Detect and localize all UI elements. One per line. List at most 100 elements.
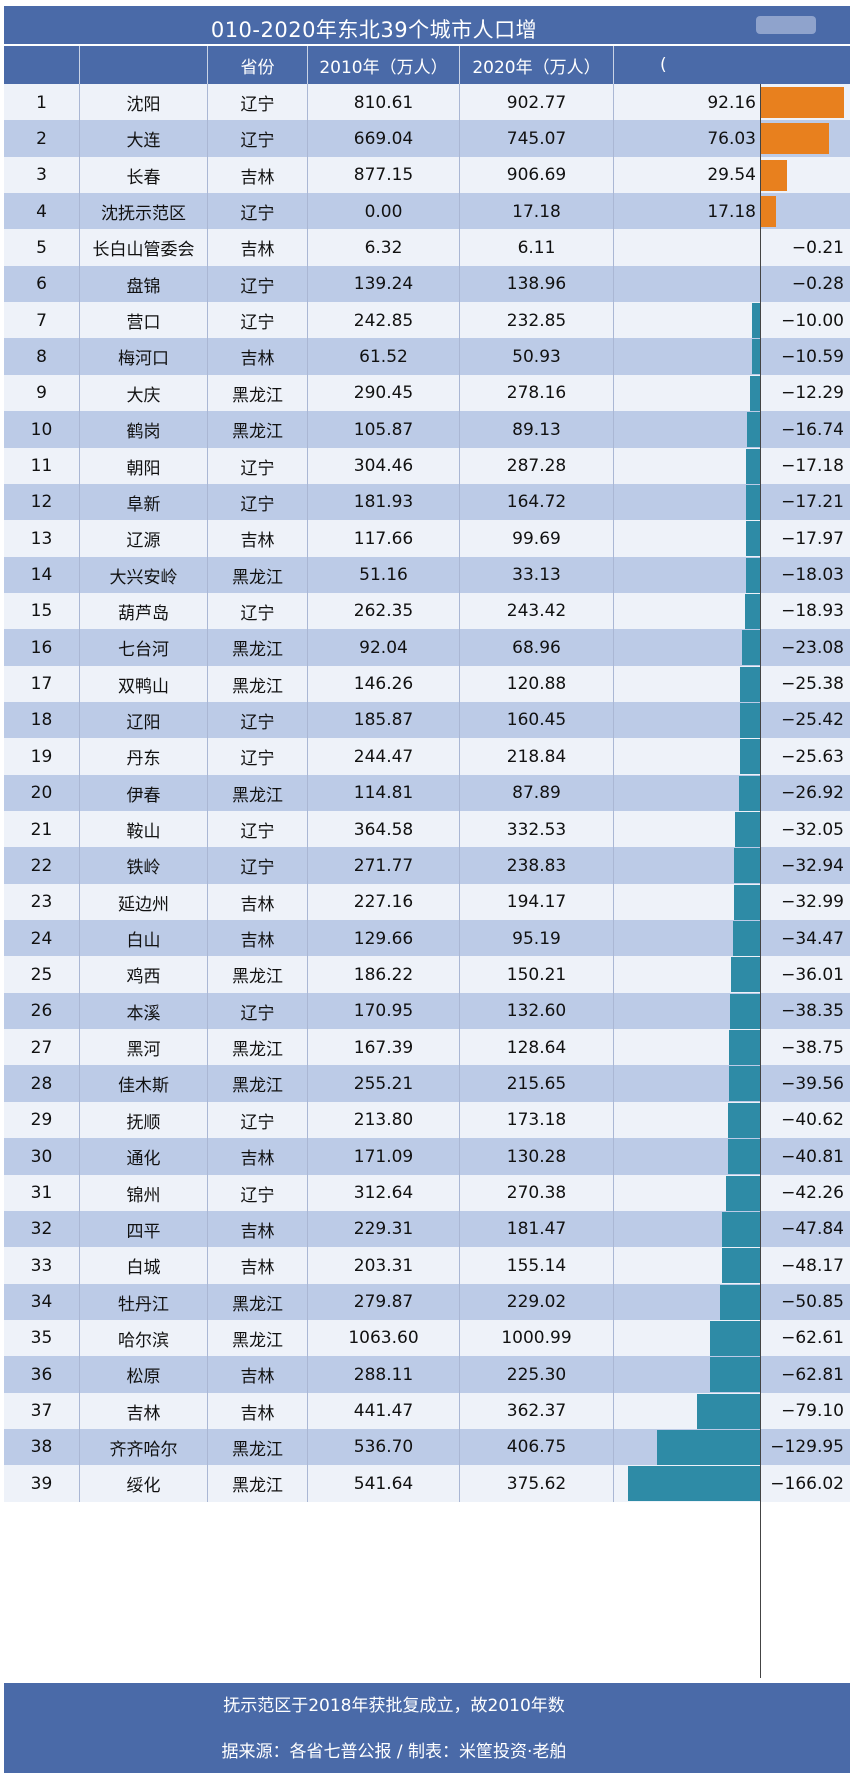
- city-cell: 大连: [80, 120, 208, 158]
- province-cell: 黑龙江: [208, 1428, 308, 1466]
- rank-cell: 24: [4, 920, 80, 958]
- pop2010-cell: 227.16: [308, 883, 460, 921]
- city-cell: 辽源: [80, 520, 208, 558]
- province-cell: 黑龙江: [208, 1319, 308, 1357]
- rank-cell: 8: [4, 338, 80, 376]
- header-province: 省份: [208, 46, 308, 84]
- pop2020-cell: 906.69: [460, 156, 614, 194]
- positive-change-bar: [760, 159, 787, 191]
- pop2010-cell: 242.85: [308, 302, 460, 340]
- province-cell: 吉林: [208, 156, 308, 194]
- city-cell: 四平: [80, 1210, 208, 1248]
- rank-cell: 11: [4, 447, 80, 485]
- change-cell: 29.54: [614, 157, 850, 194]
- data-source: 据来源：各省七普公报 / 制表：米筐投资·老舶: [221, 1742, 567, 1762]
- pop2010-cell: 810.61: [308, 84, 460, 121]
- table-row: 16 七台河 黑龙江 92.04 68.96 −23.08: [4, 629, 850, 667]
- negative-change-bar: [733, 848, 760, 884]
- rank-cell: 37: [4, 1392, 80, 1430]
- pop2010-cell: 117.66: [308, 520, 460, 558]
- table-row: 6 盘锦 辽宁 139.24 138.96 −0.28: [4, 265, 850, 303]
- change-cell: −10.59: [614, 338, 850, 375]
- table-row: 39 绥化 黑龙江 541.64 375.62 −166.02: [4, 1465, 850, 1503]
- city-cell: 双鸭山: [80, 665, 208, 703]
- province-cell: 黑龙江: [208, 629, 308, 667]
- title-bar: 010-2020年东北39个城市人口增: [4, 6, 850, 44]
- province-cell: 吉林: [208, 229, 308, 267]
- change-value-label: −0.21: [791, 237, 844, 258]
- table-row: 23 延边州 吉林 227.16 194.17 −32.99: [4, 883, 850, 921]
- pop2010-cell: 244.47: [308, 738, 460, 776]
- city-cell: 松原: [80, 1356, 208, 1394]
- province-cell: 吉林: [208, 883, 308, 921]
- city-cell: 通化: [80, 1138, 208, 1176]
- city-cell: 铁岭: [80, 847, 208, 885]
- table-row: 9 大庆 黑龙江 290.45 278.16 −12.29: [4, 374, 850, 412]
- pop2010-cell: 146.26: [308, 665, 460, 703]
- city-cell: 齐齐哈尔: [80, 1428, 208, 1466]
- pop2010-cell: 441.47: [308, 1392, 460, 1430]
- city-cell: 鞍山: [80, 811, 208, 848]
- pop2010-cell: 181.93: [308, 483, 460, 521]
- pop2020-cell: 218.84: [460, 738, 614, 776]
- pop2020-cell: 362.37: [460, 1392, 614, 1430]
- pop2020-cell: 215.65: [460, 1065, 614, 1103]
- province-cell: 辽宁: [208, 84, 308, 121]
- city-cell: 阜新: [80, 483, 208, 521]
- table-row: 28 佳木斯 黑龙江 255.21 215.65 −39.56: [4, 1065, 850, 1103]
- pop2020-cell: 1000.99: [460, 1319, 614, 1357]
- change-value-label: −166.02: [770, 1473, 844, 1494]
- change-value-label: −18.93: [781, 601, 844, 622]
- change-value-label: −17.18: [781, 456, 844, 476]
- rank-cell: 10: [4, 411, 80, 449]
- province-cell: 黑龙江: [208, 411, 308, 449]
- change-value-label: −38.35: [781, 1001, 844, 1022]
- province-cell: 吉林: [208, 520, 308, 558]
- province-cell: 辽宁: [208, 120, 308, 158]
- change-value-label: −18.03: [781, 565, 844, 586]
- city-cell: 绥化: [80, 1465, 208, 1503]
- negative-change-bar: [731, 957, 760, 993]
- change-value-label: −26.92: [781, 783, 844, 804]
- positive-change-bar: [760, 196, 776, 228]
- change-cell: −18.93: [614, 593, 850, 630]
- pop2010-cell: 92.04: [308, 629, 460, 667]
- pop2010-cell: 105.87: [308, 411, 460, 449]
- change-cell: 92.16: [614, 84, 850, 121]
- table-row: 8 梅河口 吉林 61.52 50.93 −10.59: [4, 338, 850, 376]
- rank-cell: 3: [4, 156, 80, 194]
- city-cell: 鸡西: [80, 956, 208, 994]
- change-cell: −62.61: [614, 1320, 850, 1357]
- city-cell: 朝阳: [80, 447, 208, 485]
- negative-change-bar: [739, 739, 760, 775]
- rank-cell: 28: [4, 1065, 80, 1103]
- negative-change-bar: [728, 1066, 760, 1102]
- table-row: 12 阜新 辽宁 181.93 164.72 −17.21: [4, 483, 850, 521]
- city-cell: 本溪: [80, 992, 208, 1030]
- pop2010-cell: 185.87: [308, 701, 460, 739]
- header-city: [80, 46, 208, 84]
- rank-cell: 29: [4, 1101, 80, 1139]
- city-cell: 伊春: [80, 774, 208, 812]
- pop2010-cell: 271.77: [308, 847, 460, 885]
- pop2010-cell: 312.64: [308, 1174, 460, 1212]
- pop2010-cell: 541.64: [308, 1465, 460, 1503]
- change-value-label: −17.21: [781, 492, 844, 513]
- change-value-label: 17.18: [707, 201, 756, 222]
- province-cell: 黑龙江: [208, 1029, 308, 1067]
- change-value-label: −0.28: [791, 274, 844, 295]
- pop2020-cell: 270.38: [460, 1174, 614, 1212]
- change-cell: −47.84: [614, 1211, 850, 1248]
- pop2020-cell: 150.21: [460, 956, 614, 994]
- negative-change-bar: [746, 484, 760, 520]
- rank-cell: 13: [4, 520, 80, 558]
- positive-change-bar: [760, 87, 844, 118]
- city-cell: 长春: [80, 156, 208, 194]
- province-cell: 黑龙江: [208, 374, 308, 412]
- pop2010-cell: 229.31: [308, 1210, 460, 1248]
- change-cell: −25.42: [614, 702, 850, 739]
- table-row: 20 伊春 黑龙江 114.81 87.89 −26.92: [4, 774, 850, 812]
- pop2020-cell: 181.47: [460, 1210, 614, 1248]
- rank-cell: 14: [4, 556, 80, 594]
